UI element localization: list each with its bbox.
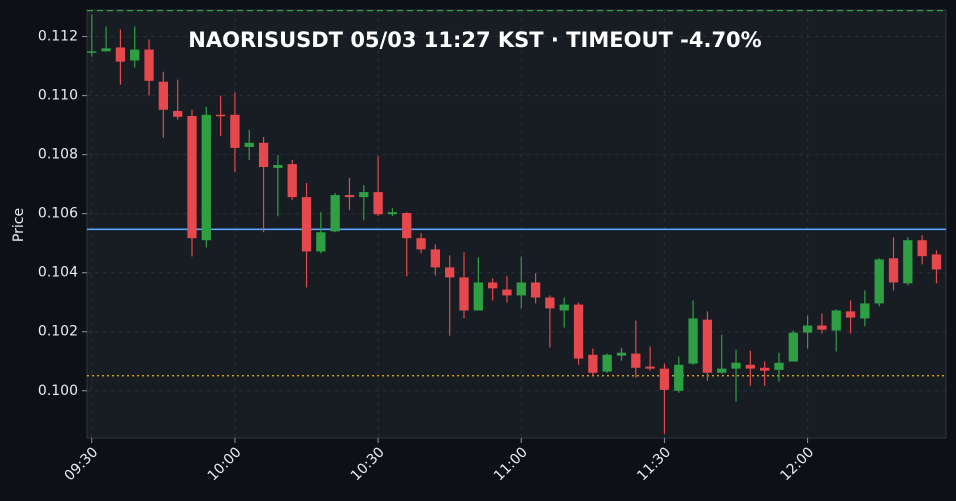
candle-body: [717, 368, 727, 373]
candle-body: [760, 367, 770, 371]
candle-body: [903, 240, 913, 284]
candle-body: [774, 362, 784, 370]
candle-body: [87, 51, 97, 53]
candle-body: [344, 195, 355, 198]
candle-body: [144, 49, 154, 81]
x-tick-label: 10:00: [205, 444, 245, 484]
y-tick-label: 0.104: [38, 265, 78, 281]
candle-body: [874, 259, 884, 304]
candle-body: [545, 297, 555, 309]
candle-body: [702, 319, 713, 373]
candle-body: [244, 142, 254, 147]
candle-body: [788, 332, 798, 362]
candle-body: [745, 364, 755, 369]
candle-body: [359, 192, 369, 198]
candle-body: [416, 238, 426, 250]
x-tick-label: 09:30: [62, 444, 102, 484]
x-tick-label: 11:30: [634, 444, 674, 484]
candle-body: [330, 195, 340, 232]
candle-body: [273, 164, 283, 168]
candle-body: [316, 232, 326, 252]
candle-body: [802, 325, 813, 333]
candle-body: [287, 164, 297, 198]
candle-body: [731, 362, 741, 369]
candle-body: [373, 192, 383, 215]
candle-body: [588, 354, 598, 373]
y-tick-label: 0.108: [38, 147, 78, 163]
x-tick-label: 11:00: [491, 444, 531, 484]
candle-body: [215, 114, 226, 117]
candle-body: [101, 48, 111, 52]
plot-area: [86, 9, 947, 439]
candle-body: [659, 368, 670, 390]
candle-body: [602, 354, 612, 372]
candle-body: [158, 81, 169, 110]
candle-body: [616, 352, 627, 356]
candle-body: [430, 249, 441, 268]
candle-body: [201, 114, 211, 241]
y-tick-label: 0.110: [38, 88, 78, 104]
candle-body: [387, 212, 398, 215]
candle-body: [917, 240, 927, 257]
candle-body: [688, 318, 698, 364]
candle-body: [502, 289, 512, 296]
candle-body: [516, 282, 526, 296]
candle-body: [487, 282, 498, 289]
candle-body: [402, 213, 412, 239]
plot-layer: [87, 9, 946, 438]
candle-body: [473, 282, 483, 311]
candle-body: [173, 110, 183, 117]
candle-body: [530, 282, 541, 298]
candle-body: [130, 49, 140, 61]
candle-body: [631, 353, 641, 368]
candle-body: [230, 114, 240, 148]
candle-body: [888, 258, 899, 283]
candle-body: [258, 142, 269, 168]
candle-body: [860, 303, 870, 319]
candle-body: [573, 304, 584, 359]
candle-body: [187, 115, 197, 239]
candle-body: [459, 277, 469, 311]
y-tick-label: 0.100: [38, 383, 78, 399]
candle-body: [817, 325, 827, 330]
candle-body: [115, 47, 126, 62]
candle-body: [831, 310, 841, 331]
candle-body: [645, 366, 655, 369]
candle-body: [559, 304, 569, 311]
candle-body: [445, 267, 455, 278]
x-tick-label: 12:00: [777, 444, 817, 484]
candle-body: [301, 197, 312, 252]
chart-title: NAORISUSDT 05/03 11:27 KST · TIMEOUT -4.…: [188, 28, 761, 52]
y-tick-label: 0.112: [38, 29, 78, 45]
candle-body: [674, 364, 684, 391]
candle-body: [845, 311, 856, 318]
x-tick-label: 10:30: [348, 444, 388, 484]
y-axis-label: Price: [11, 208, 27, 242]
y-tick-label: 0.102: [38, 324, 78, 340]
y-tick-label: 0.106: [38, 206, 78, 222]
candle-body: [931, 254, 942, 270]
